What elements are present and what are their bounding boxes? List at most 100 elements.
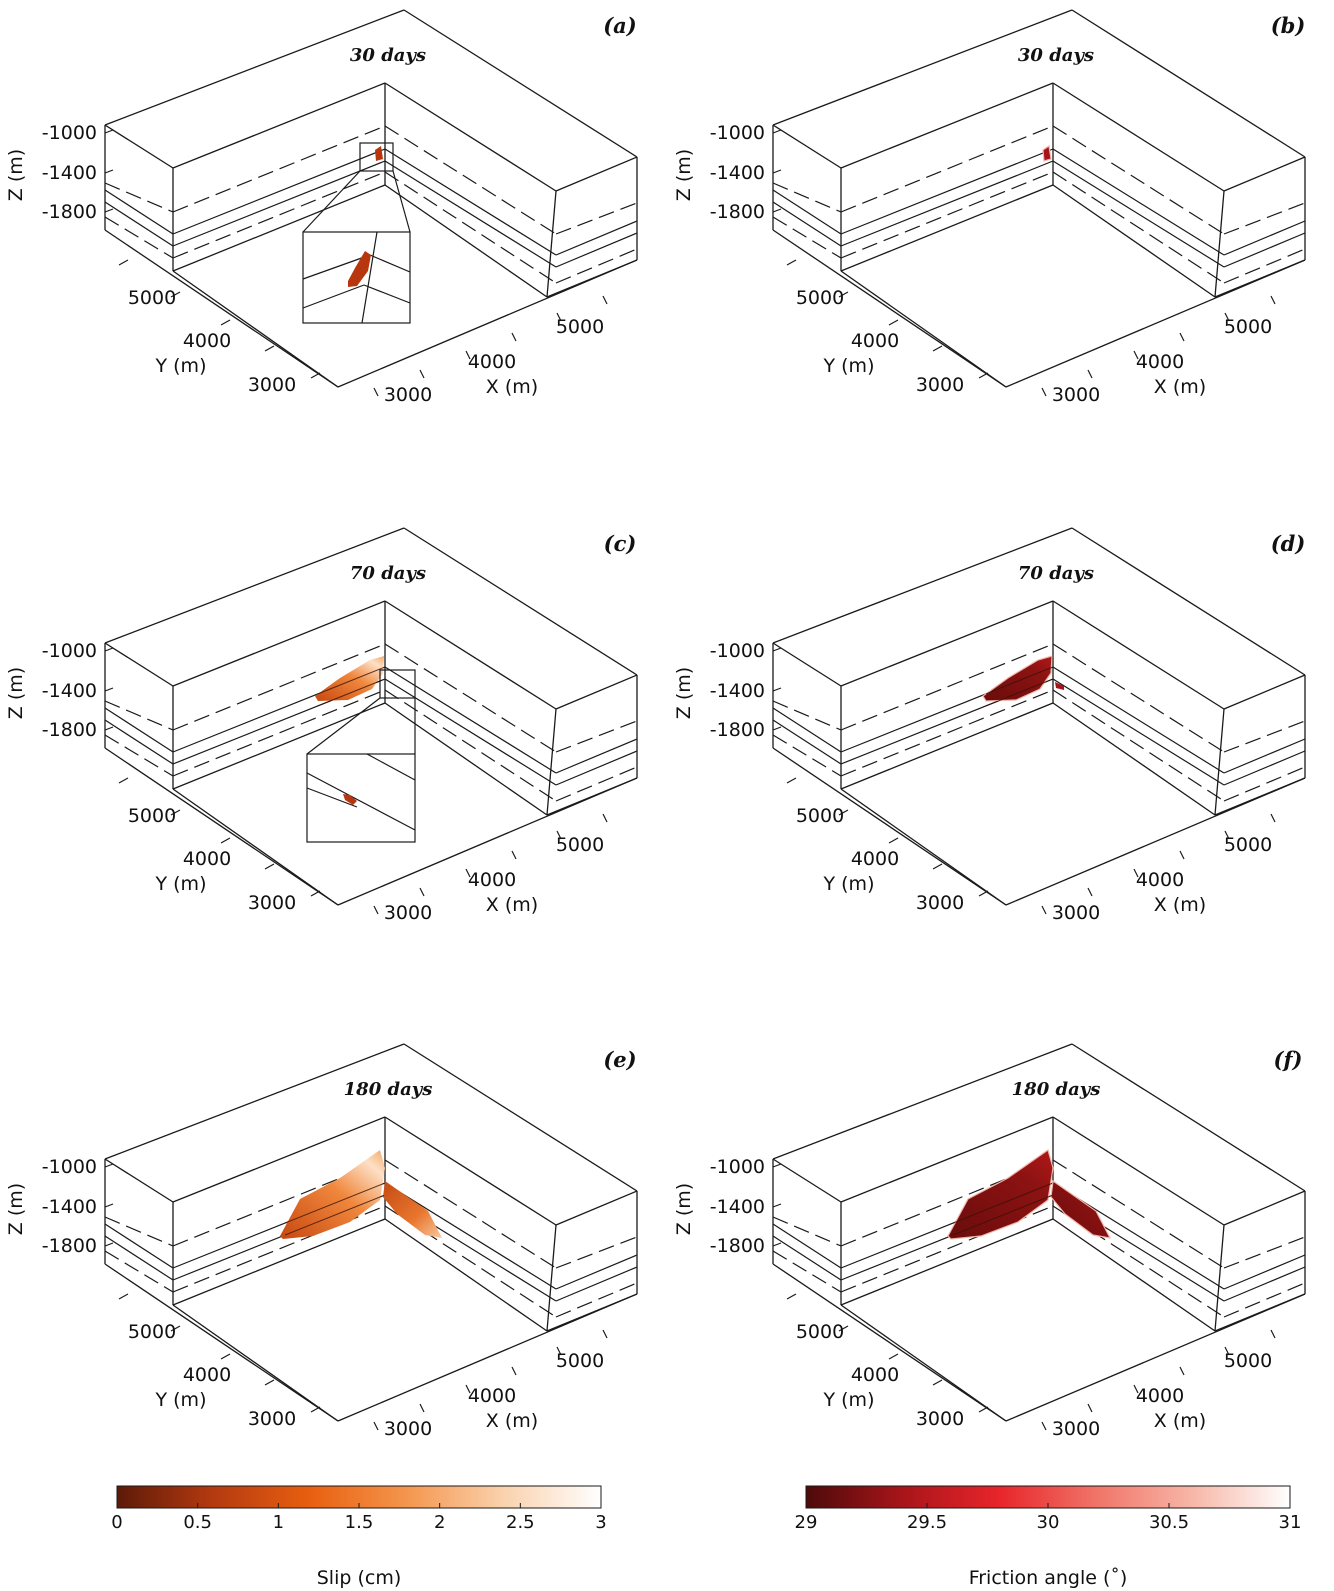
y-axis-title: Y (m) (155, 355, 207, 377)
box-outline (772, 9, 1306, 388)
patch-layer-lines (952, 1182, 1053, 1236)
layer-boundary-solid (1223, 738, 1306, 774)
z-tick (772, 208, 782, 213)
layer-boundary-dashed (1223, 202, 1306, 235)
box-edge (1214, 708, 1225, 816)
y-tick (786, 777, 797, 784)
patch-layer-line (952, 1182, 1053, 1224)
axis-ticks (772, 1163, 1276, 1431)
layer-boundary-solid (384, 1182, 557, 1290)
inset-layer-line (306, 787, 358, 808)
z-tick (104, 647, 114, 652)
layer-boundary-dashed (772, 734, 842, 777)
x-tick-label: 4000 (1136, 869, 1184, 891)
x-tick (511, 332, 517, 342)
x-tick (1041, 1421, 1047, 1431)
inset-zoom (302, 142, 411, 324)
z-axis-title: Z (m) (5, 1183, 27, 1235)
layer-boundary-solid (1052, 160, 1225, 268)
y-tick-label: 5000 (128, 805, 176, 827)
box-edge (772, 1263, 1007, 1422)
box-edge (772, 747, 1007, 906)
formation-layers (104, 643, 638, 802)
z-tick (772, 647, 782, 652)
y-tick (786, 1293, 797, 1300)
box-edge (772, 124, 842, 169)
x-tick (419, 1403, 425, 1413)
x-tick (1179, 1366, 1185, 1376)
box-top-face (773, 1044, 1305, 1191)
x-tick-label: 3000 (1052, 384, 1100, 406)
layer-boundary-solid (384, 148, 557, 256)
y-axis-title: Y (m) (823, 355, 875, 377)
patch-layer-line (284, 1194, 385, 1236)
x-tick (602, 1329, 608, 1339)
layer-boundary-solid (772, 707, 842, 753)
z-tick (772, 1203, 782, 1208)
box-edge (840, 82, 1054, 169)
layer-boundary-solid (555, 232, 638, 268)
layer-boundary-dashed (104, 182, 174, 213)
layer-boundary-solid (104, 707, 174, 753)
x-tick-label: 3000 (384, 1418, 432, 1440)
x-tick-label: 5000 (556, 316, 604, 338)
x-tick (1133, 350, 1139, 360)
layer-boundary-solid (840, 160, 1054, 247)
x-axis-title: X (m) (1154, 1410, 1206, 1432)
box-edge (104, 642, 174, 687)
time-label: 180 days (344, 1079, 433, 1100)
colorbar-tick-label: 1 (273, 1512, 284, 1533)
layer-boundary-dashed (384, 643, 557, 753)
y-tick-label: 4000 (183, 1364, 231, 1386)
inset-connector (302, 170, 361, 233)
box-edge (104, 1263, 339, 1422)
z-tick-label: -1400 (710, 162, 765, 184)
panel-letter: (e) (603, 1047, 636, 1072)
layer-boundary-solid (1223, 232, 1306, 268)
x-tick (373, 387, 379, 397)
inset-layer-line (306, 772, 416, 831)
x-tick-label: 4000 (468, 1385, 516, 1407)
colorbar-tick-label: 29.5 (907, 1512, 947, 1533)
x-tick (511, 850, 517, 860)
box-edge (555, 1190, 638, 1226)
z-tick-label: -1800 (710, 719, 765, 741)
patch-layer-line (317, 678, 385, 707)
z-tick (104, 726, 114, 731)
layer-boundary-solid (772, 189, 842, 235)
y-tick (888, 1353, 899, 1360)
x-tick (1041, 387, 1047, 397)
z-tick (104, 1242, 114, 1247)
layer-boundary-dashed (1223, 248, 1306, 284)
layer-boundary-dashed (104, 1216, 174, 1247)
y-tick (786, 259, 797, 266)
fault-patch (383, 1181, 442, 1238)
layer-boundary-dashed (772, 1216, 842, 1247)
x-tick (511, 1366, 517, 1376)
panel-d: -1000 -1400 -1800 Z (m) 5000 4000 3000 Y (m) 300… (673, 527, 1306, 924)
box-edge (1214, 259, 1306, 298)
y-tick-label: 3000 (916, 374, 964, 396)
layer-boundary-dashed (104, 1250, 174, 1293)
x-tick (1224, 1346, 1230, 1356)
box-edge (172, 600, 386, 687)
y-tick (220, 319, 231, 326)
box-outline (772, 1043, 1306, 1422)
z-tick-label: -1800 (42, 201, 97, 223)
y-tick-label: 4000 (851, 1364, 899, 1386)
z-tick (104, 1203, 114, 1208)
layer-boundary-dashed (840, 689, 1054, 777)
box-edge (1071, 1043, 1306, 1192)
layer-boundary-solid (555, 738, 638, 774)
box-edge (403, 9, 638, 158)
y-tick (978, 1406, 989, 1413)
x-tick (1270, 295, 1276, 305)
panel-letter: (b) (1271, 13, 1306, 38)
layer-boundary-solid (1052, 678, 1225, 786)
layer-boundary-solid (384, 160, 557, 268)
inset-connector (392, 170, 411, 233)
layer-boundary-solid (1052, 666, 1225, 774)
y-tick (118, 777, 129, 784)
colorbar-title: Friction angle (˚) (969, 1567, 1128, 1589)
z-tick (104, 687, 114, 692)
